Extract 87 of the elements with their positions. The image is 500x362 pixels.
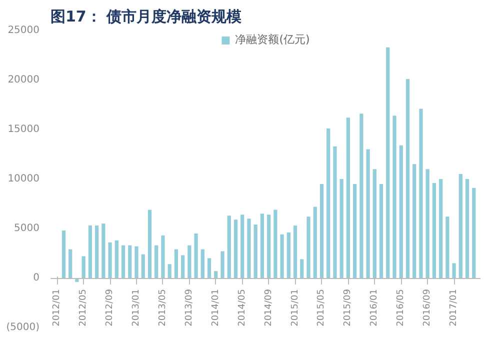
x-tick-label: 2015/05 — [316, 289, 327, 326]
x-tick-label: 2012/05 — [78, 289, 89, 326]
x-tick-label: 2015/09 — [343, 288, 354, 326]
bar — [240, 214, 244, 278]
bar — [306, 216, 310, 278]
bar — [293, 226, 298, 278]
bar — [227, 216, 231, 278]
bar — [62, 230, 66, 278]
bar — [94, 226, 99, 278]
bar — [214, 271, 218, 278]
bar — [220, 251, 224, 278]
x-tick-label: 2012/01 — [52, 289, 62, 326]
bar — [458, 174, 462, 278]
bar — [438, 179, 443, 278]
bar — [168, 264, 172, 278]
bar — [108, 242, 112, 278]
bar — [234, 220, 238, 278]
chart-title: 图17： 债市月度净融资规模 — [50, 8, 243, 26]
bar — [286, 232, 290, 278]
bar — [200, 249, 204, 278]
x-tick-label: 2013/05 — [158, 289, 168, 326]
bar — [128, 245, 132, 278]
bar — [280, 234, 284, 278]
bar — [386, 47, 390, 278]
bar — [194, 233, 198, 278]
x-tick-label: 2016/01 — [370, 289, 380, 326]
bar — [266, 214, 271, 278]
bar — [313, 206, 317, 278]
x-tick-label: 2017/01 — [449, 289, 460, 326]
bar — [134, 246, 138, 278]
y-tick-label: 0 — [33, 272, 40, 284]
bar — [352, 184, 357, 278]
x-tick-label: 2016/05 — [396, 289, 406, 326]
bar — [161, 235, 165, 278]
bar — [412, 164, 416, 278]
bar — [154, 245, 158, 278]
bar — [366, 149, 370, 278]
bar — [392, 116, 396, 278]
bar — [88, 226, 92, 278]
bar — [148, 210, 152, 278]
bar — [260, 214, 264, 278]
legend-label: 净融资额(亿元) — [235, 32, 310, 47]
y-tick-label: 20000 — [8, 74, 40, 86]
bar — [419, 108, 423, 278]
bar — [141, 254, 145, 278]
x-tick-label: 2015/01 — [290, 289, 300, 326]
bar — [340, 179, 344, 278]
bar — [432, 182, 436, 278]
x-tick-label: 2013/01 — [132, 289, 142, 326]
bar — [346, 118, 350, 278]
bar — [406, 79, 410, 278]
y-tick-label: (5000) — [6, 322, 40, 333]
bar — [68, 249, 72, 278]
bar — [360, 114, 364, 278]
bar — [465, 179, 470, 278]
bar — [326, 128, 330, 278]
bar — [379, 184, 384, 278]
bar — [300, 259, 304, 278]
bar — [121, 245, 126, 278]
bar — [274, 210, 278, 278]
bar — [452, 263, 456, 278]
bar — [207, 258, 212, 278]
bar — [82, 256, 86, 278]
bar — [372, 169, 376, 278]
x-tick-label: 2014/09 — [264, 288, 274, 326]
x-tick-label: 2016/09 — [422, 288, 433, 326]
bar — [180, 255, 185, 278]
bar — [426, 169, 430, 278]
y-tick-label: 5000 — [14, 223, 40, 234]
x-tick-label: 2014/01 — [210, 289, 221, 326]
bar — [320, 184, 324, 278]
bar — [399, 145, 403, 278]
bar — [102, 224, 106, 278]
x-tick-label: 2013/09 — [184, 288, 194, 326]
x-tick-label: 2012/09 — [105, 288, 116, 326]
bar — [333, 146, 337, 278]
bar — [114, 240, 118, 278]
bar — [174, 249, 178, 278]
y-tick-label: 10000 — [8, 174, 40, 184]
y-tick-label: 25000 — [8, 25, 40, 36]
bar — [188, 245, 192, 278]
bar — [446, 216, 450, 278]
x-tick-label: 2014/05 — [237, 289, 248, 326]
bar — [247, 218, 251, 278]
y-tick-label: 15000 — [8, 124, 40, 135]
bar — [254, 224, 258, 278]
bar — [472, 188, 476, 278]
